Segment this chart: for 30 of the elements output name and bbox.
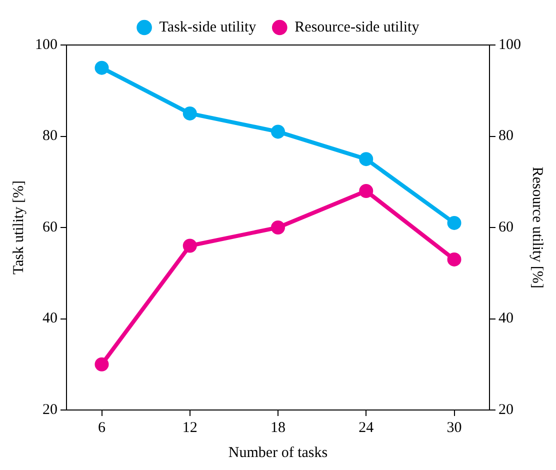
- y-tick-label: 100: [35, 36, 58, 53]
- point: [94, 60, 109, 75]
- x-tick-label: 30: [446, 420, 462, 436]
- point: [271, 220, 285, 234]
- y-tick-label: 40: [42, 310, 58, 327]
- point: [359, 152, 374, 166]
- point: [447, 216, 462, 230]
- point: [182, 106, 197, 120]
- y2-tick-label: 40: [498, 310, 514, 327]
- y2-tick-label: 60: [498, 219, 514, 236]
- point: [359, 184, 374, 198]
- y2-tick-label: 80: [498, 128, 514, 144]
- legend-label: Task-side utility: [159, 19, 257, 36]
- x-tick-label: 24: [358, 420, 374, 436]
- point: [271, 124, 285, 139]
- point: [94, 357, 109, 372]
- y-tick-label: 60: [42, 219, 58, 236]
- x-tick-label: 12: [182, 420, 198, 436]
- legend-label: Resource-side utility: [294, 19, 420, 36]
- y2-tick-label: 100: [498, 36, 521, 53]
- y-tick-label: 80: [42, 128, 58, 144]
- x-axis-title: Number of tasks: [228, 444, 328, 461]
- y2-tick-label: 20: [498, 402, 514, 418]
- x-tick-label: 18: [270, 420, 286, 436]
- x-tick-label: 6: [98, 420, 106, 436]
- point: [182, 238, 197, 253]
- y2-axis-title: Resource utility [%]: [529, 166, 546, 288]
- y-tick-label: 20: [42, 402, 58, 418]
- y-axis-title: Task utility [%]: [10, 180, 27, 274]
- point: [447, 252, 462, 266]
